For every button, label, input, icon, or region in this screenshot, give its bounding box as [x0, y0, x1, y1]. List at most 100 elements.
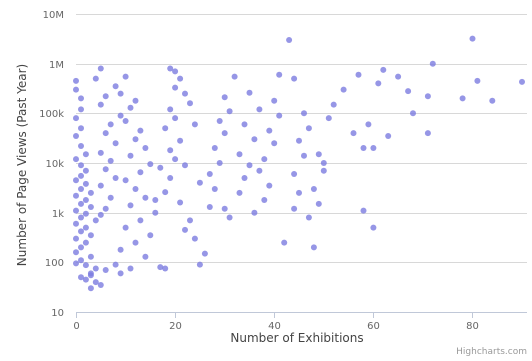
- scatter-point[interactable]: [296, 189, 302, 196]
- scatter-point[interactable]: [122, 73, 129, 80]
- scatter-point[interactable]: [365, 121, 372, 128]
- scatter-point[interactable]: [132, 136, 139, 143]
- scatter-point[interactable]: [97, 149, 104, 156]
- scatter-point[interactable]: [201, 250, 208, 257]
- scatter-point[interactable]: [162, 265, 169, 272]
- scatter-point[interactable]: [211, 145, 218, 151]
- scatter-point[interactable]: [261, 197, 268, 203]
- scatter-point[interactable]: [206, 204, 213, 210]
- scatter-point[interactable]: [281, 239, 288, 246]
- scatter-point[interactable]: [73, 260, 79, 267]
- scatter-point[interactable]: [315, 200, 322, 207]
- scatter-point[interactable]: [102, 130, 109, 137]
- scatter-point[interactable]: [102, 205, 109, 212]
- scatter-point[interactable]: [78, 186, 84, 192]
- scatter-point[interactable]: [172, 84, 179, 91]
- scatter-point[interactable]: [73, 177, 79, 184]
- scatter-point[interactable]: [291, 75, 298, 82]
- scatter-point[interactable]: [97, 101, 104, 108]
- scatter-point[interactable]: [172, 115, 179, 122]
- scatter-point[interactable]: [102, 93, 109, 100]
- scatter-point[interactable]: [107, 157, 114, 164]
- scatter-point[interactable]: [241, 121, 248, 128]
- scatter-point[interactable]: [410, 110, 416, 117]
- scatter-point[interactable]: [167, 65, 174, 72]
- scatter-point[interactable]: [424, 93, 431, 100]
- scatter-point[interactable]: [182, 226, 188, 233]
- scatter-point[interactable]: [236, 189, 243, 196]
- scatter-point[interactable]: [360, 207, 367, 214]
- scatter-point[interactable]: [236, 151, 243, 158]
- scatter-point[interactable]: [271, 97, 278, 104]
- scatter-point[interactable]: [92, 265, 99, 272]
- scatter-point[interactable]: [127, 152, 134, 159]
- scatter-point[interactable]: [191, 121, 198, 128]
- scatter-point[interactable]: [276, 112, 283, 119]
- scatter-point[interactable]: [305, 214, 312, 221]
- scatter-point[interactable]: [385, 133, 392, 139]
- scatter-point[interactable]: [112, 175, 119, 181]
- scatter-point[interactable]: [117, 270, 124, 277]
- scatter-point[interactable]: [320, 160, 327, 166]
- scatter-point[interactable]: [78, 228, 84, 235]
- scatter-point[interactable]: [78, 143, 84, 149]
- scatter-point[interactable]: [73, 115, 79, 122]
- scatter-point[interactable]: [187, 100, 193, 107]
- scatter-point[interactable]: [112, 140, 119, 147]
- scatter-point[interactable]: [157, 264, 164, 271]
- scatter-point[interactable]: [310, 186, 317, 192]
- scatter-point[interactable]: [459, 95, 466, 102]
- scatter-point[interactable]: [73, 220, 79, 227]
- scatter-point[interactable]: [196, 179, 203, 186]
- scatter-point[interactable]: [112, 261, 119, 268]
- scatter-point[interactable]: [142, 145, 149, 151]
- scatter-point[interactable]: [221, 94, 228, 101]
- scatter-point[interactable]: [246, 89, 253, 96]
- scatter-point[interactable]: [162, 125, 169, 132]
- scatter-point[interactable]: [315, 151, 322, 158]
- scatter-point[interactable]: [122, 177, 129, 184]
- scatter-point[interactable]: [152, 209, 159, 216]
- scatter-point[interactable]: [102, 267, 109, 273]
- scatter-point[interactable]: [182, 162, 188, 169]
- scatter-point[interactable]: [474, 77, 481, 84]
- scatter-point[interactable]: [92, 217, 99, 224]
- scatter-point[interactable]: [117, 246, 124, 253]
- scatter-point[interactable]: [87, 272, 94, 279]
- scatter-point[interactable]: [117, 90, 124, 97]
- scatter-point[interactable]: [78, 106, 84, 113]
- scatter-point[interactable]: [132, 239, 139, 246]
- scatter-point[interactable]: [211, 186, 218, 192]
- scatter-point[interactable]: [137, 127, 144, 134]
- scatter-point[interactable]: [177, 137, 184, 144]
- scatter-point[interactable]: [97, 182, 104, 189]
- scatter-point[interactable]: [167, 147, 174, 154]
- scatter-point[interactable]: [167, 106, 174, 113]
- scatter-point[interactable]: [82, 197, 89, 203]
- scatter-point[interactable]: [380, 66, 387, 73]
- scatter-point[interactable]: [519, 78, 525, 85]
- scatter-point[interactable]: [187, 217, 193, 224]
- scatter-point[interactable]: [73, 235, 79, 242]
- scatter-point[interactable]: [152, 197, 159, 203]
- scatter-point[interactable]: [147, 161, 154, 168]
- scatter-point[interactable]: [157, 164, 164, 171]
- scatter-point[interactable]: [107, 194, 114, 201]
- scatter-point[interactable]: [97, 65, 104, 72]
- scatter-point[interactable]: [489, 97, 496, 104]
- scatter-point[interactable]: [147, 232, 154, 239]
- scatter-point[interactable]: [78, 172, 84, 179]
- scatter-point[interactable]: [87, 253, 94, 260]
- scatter-point[interactable]: [142, 194, 149, 201]
- scatter-point[interactable]: [246, 162, 253, 169]
- scatter-point[interactable]: [73, 77, 79, 84]
- scatter-point[interactable]: [73, 192, 79, 199]
- scatter-point[interactable]: [405, 88, 412, 95]
- scatter-point[interactable]: [172, 156, 179, 163]
- scatter-point[interactable]: [261, 156, 268, 163]
- scatter-point[interactable]: [271, 140, 278, 147]
- scatter-point[interactable]: [221, 205, 228, 212]
- scatter-point[interactable]: [82, 262, 89, 269]
- scatter-point[interactable]: [78, 214, 84, 221]
- scatter-point[interactable]: [78, 257, 84, 264]
